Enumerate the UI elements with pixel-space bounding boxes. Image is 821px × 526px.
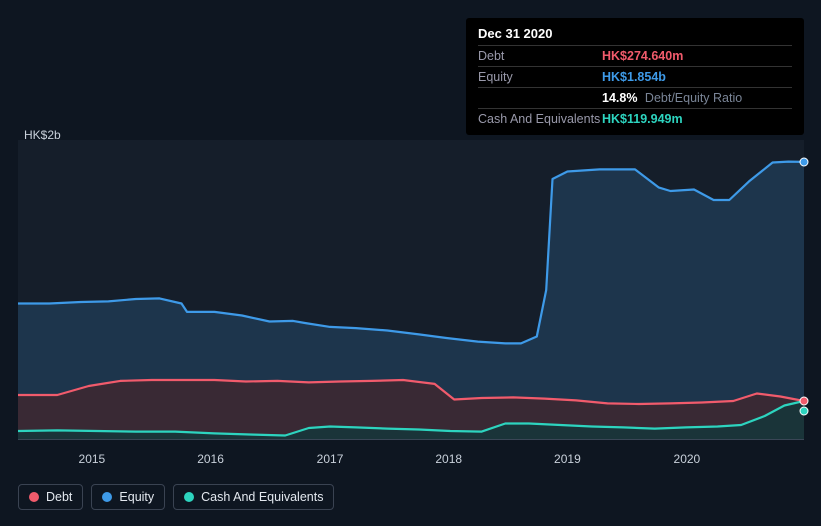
x-axis-label: 2018 [435,452,462,466]
tooltip-value: HK$274.640m [602,49,683,63]
tooltip-row: 14.8% Debt/Equity Ratio [478,87,792,108]
tooltip-value: HK$1.854b [602,70,666,84]
series-end-marker-icon [800,397,809,406]
x-axis-label: 2020 [674,452,701,466]
tooltip-row: DebtHK$274.640m [478,45,792,66]
tooltip-label [478,91,602,105]
legend-label: Debt [46,490,72,504]
legend-label: Cash And Equivalents [201,490,323,504]
series-end-marker-icon [800,157,809,166]
tooltip: Dec 31 2020 DebtHK$274.640mEquityHK$1.85… [466,18,804,135]
chart-plot[interactable] [18,140,804,440]
legend-item-debt[interactable]: Debt [18,484,83,510]
legend-dot-icon [102,492,112,502]
x-axis-label: 2019 [554,452,581,466]
legend-label: Equity [119,490,154,504]
tooltip-row: Cash And EquivalentsHK$119.949m [478,108,792,129]
legend-dot-icon [29,492,39,502]
x-axis-label: 2015 [79,452,106,466]
tooltip-row: EquityHK$1.854b [478,66,792,87]
legend-item-equity[interactable]: Equity [91,484,165,510]
x-axis-label: 2017 [317,452,344,466]
chart-container: HK$2b HK$0 201520162017201820192020 Dec … [0,0,821,526]
legend-dot-icon [184,492,194,502]
legend-item-cash[interactable]: Cash And Equivalents [173,484,334,510]
tooltip-value: HK$119.949m [602,112,683,126]
tooltip-label: Debt [478,49,602,63]
tooltip-value: 14.8% Debt/Equity Ratio [602,91,742,105]
tooltip-label: Cash And Equivalents [478,112,602,126]
tooltip-date: Dec 31 2020 [478,26,792,41]
series-end-marker-icon [800,407,809,416]
tooltip-label: Equity [478,70,602,84]
x-axis-label: 2016 [197,452,224,466]
legend: Debt Equity Cash And Equivalents [18,484,334,510]
